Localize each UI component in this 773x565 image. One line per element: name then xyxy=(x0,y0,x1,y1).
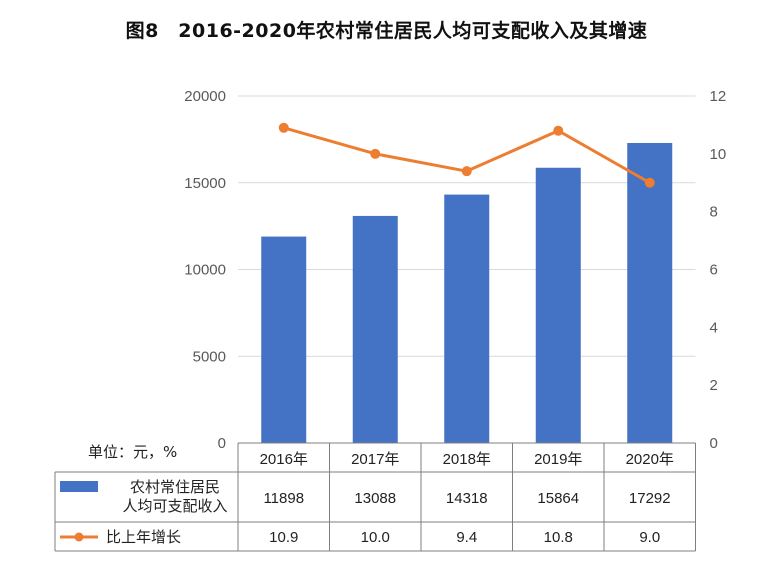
x-tick-label: 2020年 xyxy=(626,451,674,468)
data-table: 单位：元，% 农村常住居民 人均可支配收入 比上年增长 2016年 11898 10… xyxy=(54,442,696,552)
x-tick-label: 2018年 xyxy=(443,451,491,468)
bar-2019年 xyxy=(535,167,581,444)
legend-line-label: 比上年增长 xyxy=(106,528,181,546)
bar-2020年 xyxy=(627,142,673,443)
y-left-tick-label: 5000 xyxy=(193,348,226,365)
legend-bar-swatch xyxy=(60,481,98,492)
growth-line-series xyxy=(278,122,655,188)
table-growth-value: 9.0 xyxy=(639,529,660,546)
bar-series xyxy=(261,142,673,444)
y-right-tick-label: 6 xyxy=(710,262,718,279)
y-right-tick-label: 8 xyxy=(710,204,718,221)
y-left-tick-label: 10000 xyxy=(184,262,226,279)
y-right-tick-label: 12 xyxy=(710,88,727,105)
y-right-tick-label: 4 xyxy=(710,319,718,336)
bar-2016年 xyxy=(261,236,307,443)
table-growth-value: 10.0 xyxy=(361,529,390,546)
bar-2017年 xyxy=(352,215,398,443)
growth-point-2016年 xyxy=(278,122,289,133)
table-income-value: 15864 xyxy=(537,490,579,507)
table-income-value: 14318 xyxy=(446,490,488,507)
unit-label: 单位：元，% xyxy=(88,443,177,461)
legend-line-marker xyxy=(74,532,84,542)
growth-point-2020年 xyxy=(644,177,655,188)
table-income-value: 17292 xyxy=(629,490,671,507)
growth-point-2017年 xyxy=(370,148,381,159)
legend-bar-label-line2: 人均可支配收入 xyxy=(122,497,227,515)
axes: 0 5000 10000 15000 20000 0 2 4 6 8 10 12 xyxy=(184,88,726,452)
table-growth-value: 10.8 xyxy=(544,529,573,546)
y-left-tick-label: 15000 xyxy=(184,175,226,192)
legend-bar-label-line1: 农村常住居民 xyxy=(130,478,220,496)
y-right-tick-label: 2 xyxy=(710,377,718,394)
bar-2018年 xyxy=(444,194,490,443)
table-growth-value: 9.4 xyxy=(456,529,477,546)
growth-point-2018年 xyxy=(461,166,472,177)
x-tick-label: 2019年 xyxy=(534,451,582,468)
y-left-tick-label: 0 xyxy=(218,435,226,452)
y-left-tick-label: 20000 xyxy=(184,88,226,105)
y-right-tick-label: 10 xyxy=(710,146,727,163)
growth-point-2019年 xyxy=(553,125,564,136)
y-right-tick-label: 0 xyxy=(710,435,718,452)
table-growth-value: 10.9 xyxy=(269,529,298,546)
x-tick-label: 2016年 xyxy=(260,451,308,468)
table-income-value: 13088 xyxy=(354,490,396,507)
chart-title: 图8 2016-2020年农村常住居民人均可支配收入及其增速 xyxy=(125,20,648,42)
x-tick-label: 2017年 xyxy=(351,451,399,468)
table-income-value: 11898 xyxy=(263,490,304,507)
